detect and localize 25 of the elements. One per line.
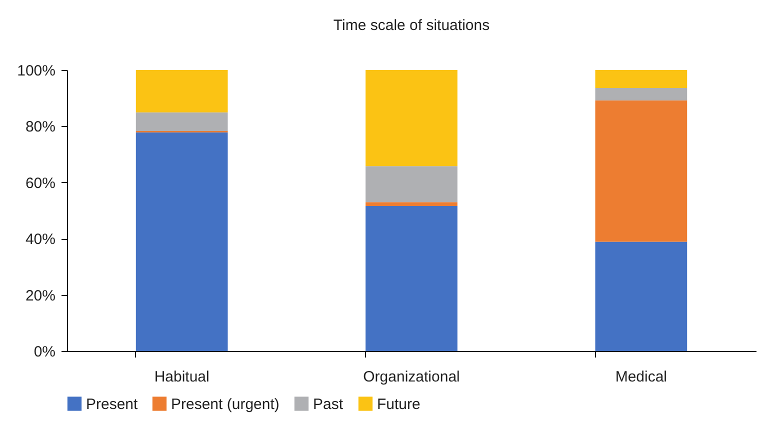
bar bbox=[595, 100, 688, 242]
y-tick-label: 20% bbox=[25, 287, 56, 304]
x-tick-label: Medical bbox=[615, 368, 668, 386]
legend-label: Future bbox=[377, 396, 420, 413]
bar bbox=[595, 70, 688, 88]
legend-label: Past bbox=[313, 396, 344, 413]
y-tick-label: 40% bbox=[25, 231, 56, 248]
bar bbox=[595, 242, 688, 351]
x-tick-label: Habitual bbox=[154, 368, 210, 386]
y-tick-label: 0% bbox=[34, 344, 56, 360]
bar bbox=[136, 70, 228, 112]
bar bbox=[595, 88, 688, 100]
legend-label: Present bbox=[86, 396, 139, 413]
bar bbox=[136, 132, 228, 351]
bar bbox=[136, 112, 228, 131]
y-tick-label: 100% bbox=[17, 62, 56, 80]
bar bbox=[366, 202, 458, 206]
bar bbox=[366, 70, 458, 166]
x-tick-label: Organizational bbox=[363, 368, 460, 386]
legend-label: Present (urgent) bbox=[171, 396, 280, 413]
y-tick-label: 60% bbox=[25, 174, 56, 192]
y-tick-label: 80% bbox=[25, 118, 56, 136]
bar bbox=[366, 206, 458, 351]
chart-title: Time scale of situations bbox=[333, 17, 490, 34]
bar bbox=[366, 166, 458, 202]
